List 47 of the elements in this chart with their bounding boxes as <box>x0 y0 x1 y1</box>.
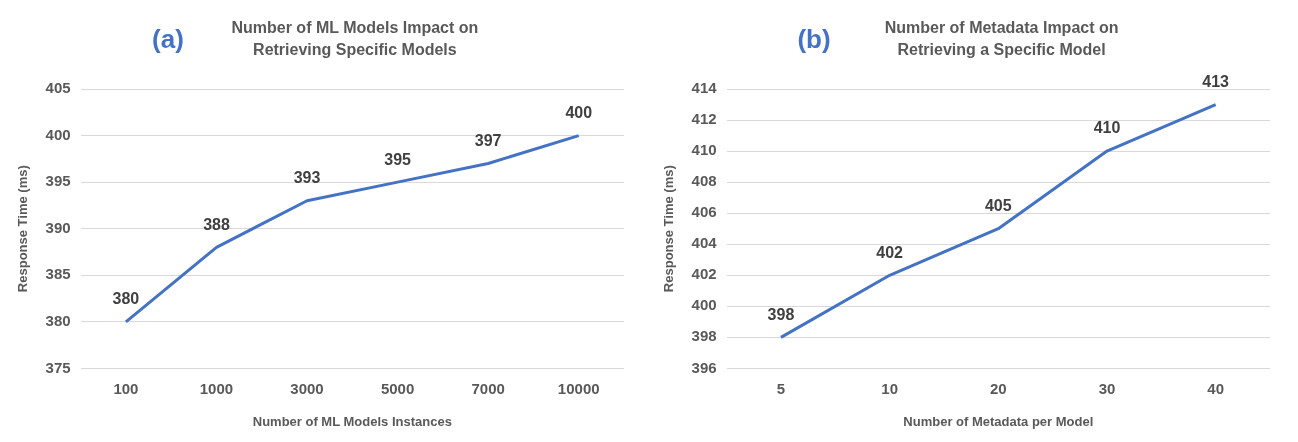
x-tick-label: 7000 <box>471 379 505 397</box>
y-tick-label: 405 <box>45 79 71 97</box>
y-tick-label: 408 <box>691 172 717 190</box>
y-tick-label: 396 <box>691 358 717 376</box>
x-tick-label: 30 <box>1098 379 1116 397</box>
x-tick-label: 5000 <box>380 379 415 397</box>
y-tick-label: 385 <box>45 265 71 283</box>
y-tick-label: 406 <box>691 203 717 221</box>
x-tick-label: 1000 <box>199 379 234 397</box>
data-label: 393 <box>293 169 321 187</box>
data-label: 388 <box>203 215 230 233</box>
x-axis-title: Number of Metadata per Model <box>903 413 1094 429</box>
x-tick-label: 40 <box>1207 379 1225 397</box>
y-tick-label: 402 <box>691 265 717 283</box>
data-label: 413 <box>1202 72 1230 90</box>
y-tick-label: 400 <box>45 125 71 143</box>
data-label: 398 <box>767 305 795 323</box>
data-label: 395 <box>384 150 412 168</box>
data-label: 410 <box>1093 119 1121 137</box>
data-label: 405 <box>984 197 1012 215</box>
data-label: 400 <box>565 103 593 121</box>
text: (a) <box>152 23 184 55</box>
y-tick-label: 414 <box>691 79 718 97</box>
x-tick-label: 20 <box>989 379 1007 397</box>
data-label: 380 <box>112 290 140 308</box>
y-tick-label: 395 <box>45 172 71 190</box>
y-tick-label: 404 <box>691 234 718 252</box>
x-tick-label: 100 <box>113 379 139 397</box>
chart-title: Number of Metadata Impact on Retrieving a Specific Model <box>883 18 1120 60</box>
y-axis-title: Response Time (ms) <box>661 165 677 293</box>
x-tick-label: 10 <box>881 379 898 397</box>
y-tick-label: 400 <box>691 296 717 314</box>
y-tick-label: 375 <box>45 358 71 376</box>
text: (b) <box>797 23 831 55</box>
x-tick-label: 5 <box>776 379 786 397</box>
y-axis-title: Response Time (ms) <box>15 165 31 293</box>
y-tick-label: 410 <box>691 141 717 159</box>
y-tick-label: 398 <box>691 327 717 345</box>
y-tick-label: 380 <box>45 311 71 329</box>
y-tick-label: 412 <box>691 110 717 128</box>
y-tick-label: 390 <box>45 218 71 236</box>
data-label: 402 <box>876 243 904 261</box>
x-axis-title: Number of ML Models Instances <box>252 413 452 429</box>
chart-title: Number of ML Models Impact on Retrieving Specific Models <box>230 18 480 60</box>
data-label: 397 <box>474 131 502 149</box>
x-tick-label: 10000 <box>557 379 600 397</box>
x-tick-label: 3000 <box>290 379 324 397</box>
